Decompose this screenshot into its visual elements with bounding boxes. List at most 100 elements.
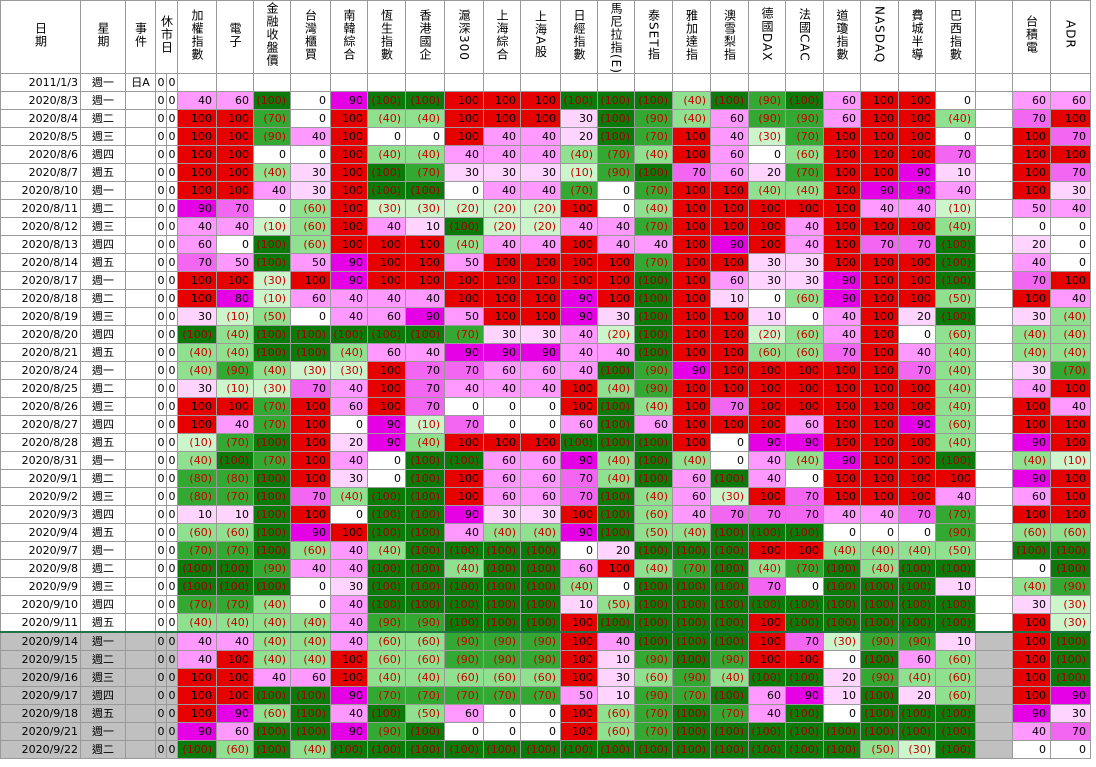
- value-cell: (100): [597, 127, 635, 146]
- value-cell: 100: [748, 199, 786, 218]
- value-cell: (70): [672, 559, 711, 578]
- blank-cell: [975, 91, 1013, 110]
- sheet-row: 2020/9/2 週三 0 0 (80) (70) (100) 70 (40) (100) (100…: [0, 487, 1091, 506]
- value-cell: (100): [405, 577, 445, 596]
- event-cell: 日A: [125, 73, 156, 92]
- value-cell: 70: [898, 361, 936, 380]
- value-cell: (40): [253, 595, 291, 614]
- holiday-cell: 0: [155, 451, 167, 470]
- value-cell: 0: [1050, 740, 1091, 759]
- blank-cell: [975, 613, 1013, 633]
- value-cell: 100: [710, 415, 749, 434]
- header-text: 日經指數: [572, 8, 586, 61]
- value-cell: 10: [935, 163, 976, 182]
- empty-cell: [483, 73, 521, 92]
- value-cell: 100: [330, 668, 368, 687]
- value-cell: (100): [748, 595, 786, 614]
- header-cell: NASDAQ: [860, 0, 899, 74]
- value-cell: (100): [710, 469, 749, 488]
- value-cell: (100): [597, 361, 635, 380]
- holiday-cell: 0: [155, 199, 167, 218]
- value-cell: 90: [444, 505, 484, 524]
- value-cell: (100): [444, 217, 484, 236]
- value-cell: (100): [710, 740, 749, 759]
- event-cell: [125, 722, 156, 741]
- value-cell: (40): [672, 451, 711, 470]
- header-cell: 日期: [0, 0, 81, 74]
- value-cell: 30: [290, 181, 331, 200]
- empty-cell: [560, 73, 598, 92]
- holiday-cell: 0: [155, 415, 167, 434]
- value-cell: 60: [216, 722, 254, 741]
- value-cell: 60: [634, 415, 673, 434]
- value-cell: 100: [710, 361, 749, 380]
- value-cell: 100: [672, 325, 711, 344]
- value-cell: (100): [216, 577, 254, 596]
- holiday-cell: 0: [166, 613, 178, 633]
- value-cell: (100): [367, 740, 406, 759]
- value-cell: 50: [444, 307, 484, 326]
- value-cell: (100): [1050, 650, 1091, 669]
- value-cell: (100): [367, 181, 406, 200]
- blank-cell: [975, 469, 1013, 488]
- value-cell: 100: [1050, 415, 1091, 434]
- holiday-cell: 0: [155, 631, 167, 651]
- value-cell: 70: [935, 145, 976, 164]
- value-cell: (100): [367, 523, 406, 542]
- weekday-cell: 週一: [80, 271, 126, 290]
- value-cell: 100: [330, 145, 368, 164]
- value-cell: 30: [1012, 307, 1051, 326]
- header-cell: 道瓊指數: [823, 0, 861, 74]
- holiday-cell: 0: [166, 505, 178, 524]
- holiday-cell: 0: [166, 668, 178, 687]
- value-cell: 100: [898, 217, 936, 236]
- value-cell: (100): [710, 722, 749, 741]
- value-cell: (40): [444, 559, 484, 578]
- value-cell: 100: [860, 361, 899, 380]
- value-cell: (100): [710, 91, 749, 110]
- value-cell: (100): [405, 487, 445, 506]
- value-cell: (100): [444, 577, 484, 596]
- event-cell: [125, 668, 156, 687]
- value-cell: 100: [860, 289, 899, 308]
- value-cell: 100: [177, 397, 217, 416]
- value-cell: (70): [597, 145, 635, 164]
- weekday-cell: 週四: [80, 145, 126, 164]
- value-cell: (40): [216, 613, 254, 633]
- value-cell: (100): [520, 740, 561, 759]
- blank-cell: [975, 650, 1013, 669]
- value-cell: (60): [444, 668, 484, 687]
- holiday-cell: 0: [166, 469, 178, 488]
- event-cell: [125, 397, 156, 416]
- value-cell: (20): [520, 199, 561, 218]
- event-cell: [125, 289, 156, 308]
- value-cell: (100): [597, 740, 635, 759]
- value-cell: (40): [597, 469, 635, 488]
- holiday-cell: 0: [155, 127, 167, 146]
- value-cell: 100: [1012, 415, 1051, 434]
- weekday-cell: 週三: [80, 127, 126, 146]
- value-cell: 100: [520, 91, 561, 110]
- event-cell: [125, 235, 156, 254]
- event-cell: [125, 487, 156, 506]
- value-cell: (40): [935, 379, 976, 398]
- value-cell: (30): [710, 487, 749, 506]
- value-cell: 10: [935, 631, 976, 651]
- value-cell: (100): [597, 613, 635, 633]
- value-cell: (70): [483, 686, 521, 705]
- value-cell: (60): [483, 668, 521, 687]
- value-cell: 50: [290, 253, 331, 272]
- header-text: 加權指數: [190, 8, 204, 61]
- value-cell: 100: [823, 235, 861, 254]
- value-cell: 100: [560, 650, 598, 669]
- value-cell: 60: [898, 650, 936, 669]
- holiday-cell: 0: [155, 722, 167, 741]
- sheet-row: 2020/9/17 週四 0 0 100 100 (100) (100) 90 (70) (70)(…: [0, 686, 1091, 705]
- value-cell: (70): [253, 109, 291, 128]
- value-cell: 100: [1050, 433, 1091, 452]
- holiday-cell: 0: [155, 613, 167, 633]
- value-cell: (100): [823, 559, 861, 578]
- date-cell: 2020/9/10: [0, 595, 81, 614]
- value-cell: (100): [367, 704, 406, 723]
- value-cell: 30: [177, 379, 217, 398]
